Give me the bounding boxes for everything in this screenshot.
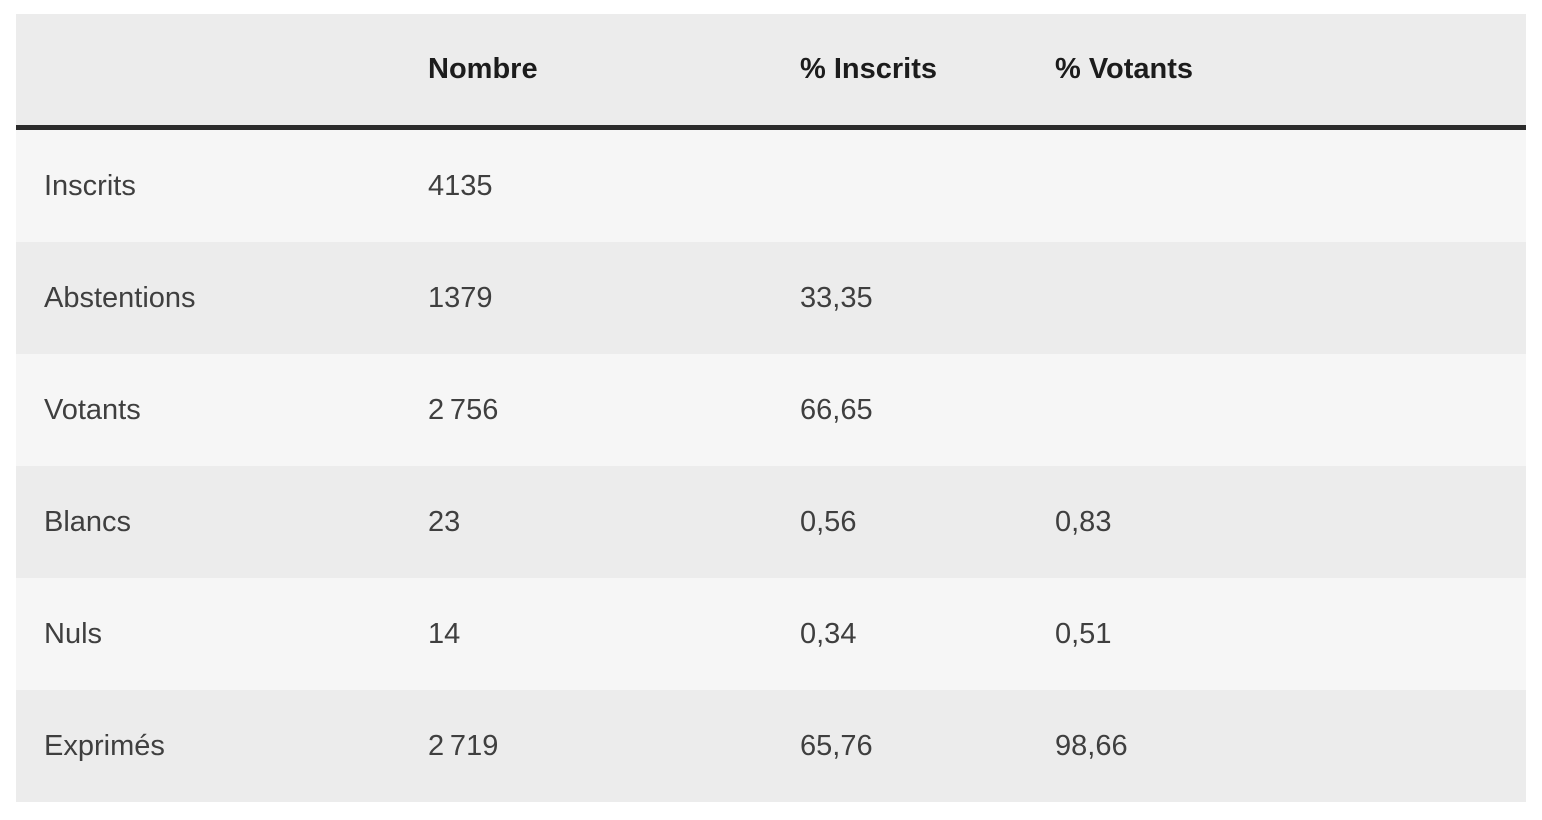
nombre-cell: 2 756 (428, 393, 499, 426)
pct-votants-cell (1055, 354, 1526, 466)
row-label-cell: Abstentions (44, 281, 196, 314)
table-row-votants: Votants 2 756 66,65 (16, 354, 1526, 466)
pct-inscrits-cell: 66,65 (800, 393, 873, 426)
table-body: Inscrits 4135 Abstentions 1379 33,35 Vot… (16, 127, 1526, 802)
nombre-cell: 2 719 (428, 729, 499, 762)
table-row-inscrits: Inscrits 4135 (16, 127, 1526, 243)
table-row-blancs: Blancs 23 0,56 0,83 (16, 466, 1526, 578)
row-label-cell: Inscrits (44, 169, 136, 202)
pct-votants-cell (1055, 242, 1526, 354)
table-row-nuls: Nuls 14 0,34 0,51 (16, 578, 1526, 690)
pct-votants-cell: 0,51 (1055, 617, 1112, 650)
participation-table-wrap: Nombre % Inscrits % Votants Inscrits 413… (16, 14, 1526, 802)
nombre-cell: 23 (428, 505, 461, 538)
pct-inscrits-cell: 0,34 (800, 617, 857, 650)
table-header: Nombre % Inscrits % Votants (16, 14, 1526, 130)
pct-votants-cell: 98,66 (1055, 729, 1128, 762)
table-row-exprimes: Exprimés 2 719 65,76 98,66 (16, 690, 1526, 802)
pct-votants-cell (1055, 128, 1526, 243)
table-row-abstentions: Abstentions 1379 33,35 (16, 242, 1526, 354)
header-empty (16, 14, 428, 130)
pct-inscrits-cell (800, 128, 1055, 243)
row-label-cell: Votants (44, 393, 141, 426)
nombre-cell: 4135 (428, 169, 493, 202)
header-pct-votants: % Votants (1055, 14, 1526, 130)
header-row: Nombre % Inscrits % Votants (16, 14, 1526, 130)
pct-inscrits-cell: 65,76 (800, 729, 873, 762)
header-pct-inscrits: % Inscrits (800, 14, 1055, 130)
row-label-cell: Blancs (44, 505, 132, 538)
pct-votants-cell: 0,83 (1055, 505, 1112, 538)
pct-inscrits-cell: 0,56 (800, 505, 857, 538)
row-label-cell: Exprimés (44, 729, 165, 762)
pct-inscrits-cell: 33,35 (800, 281, 873, 314)
header-nombre: Nombre (428, 14, 800, 130)
nombre-cell: 1379 (428, 281, 493, 314)
row-label-cell: Nuls (44, 617, 103, 650)
nombre-cell: 14 (428, 617, 461, 650)
participation-results-table: Nombre % Inscrits % Votants Inscrits 413… (16, 14, 1526, 802)
